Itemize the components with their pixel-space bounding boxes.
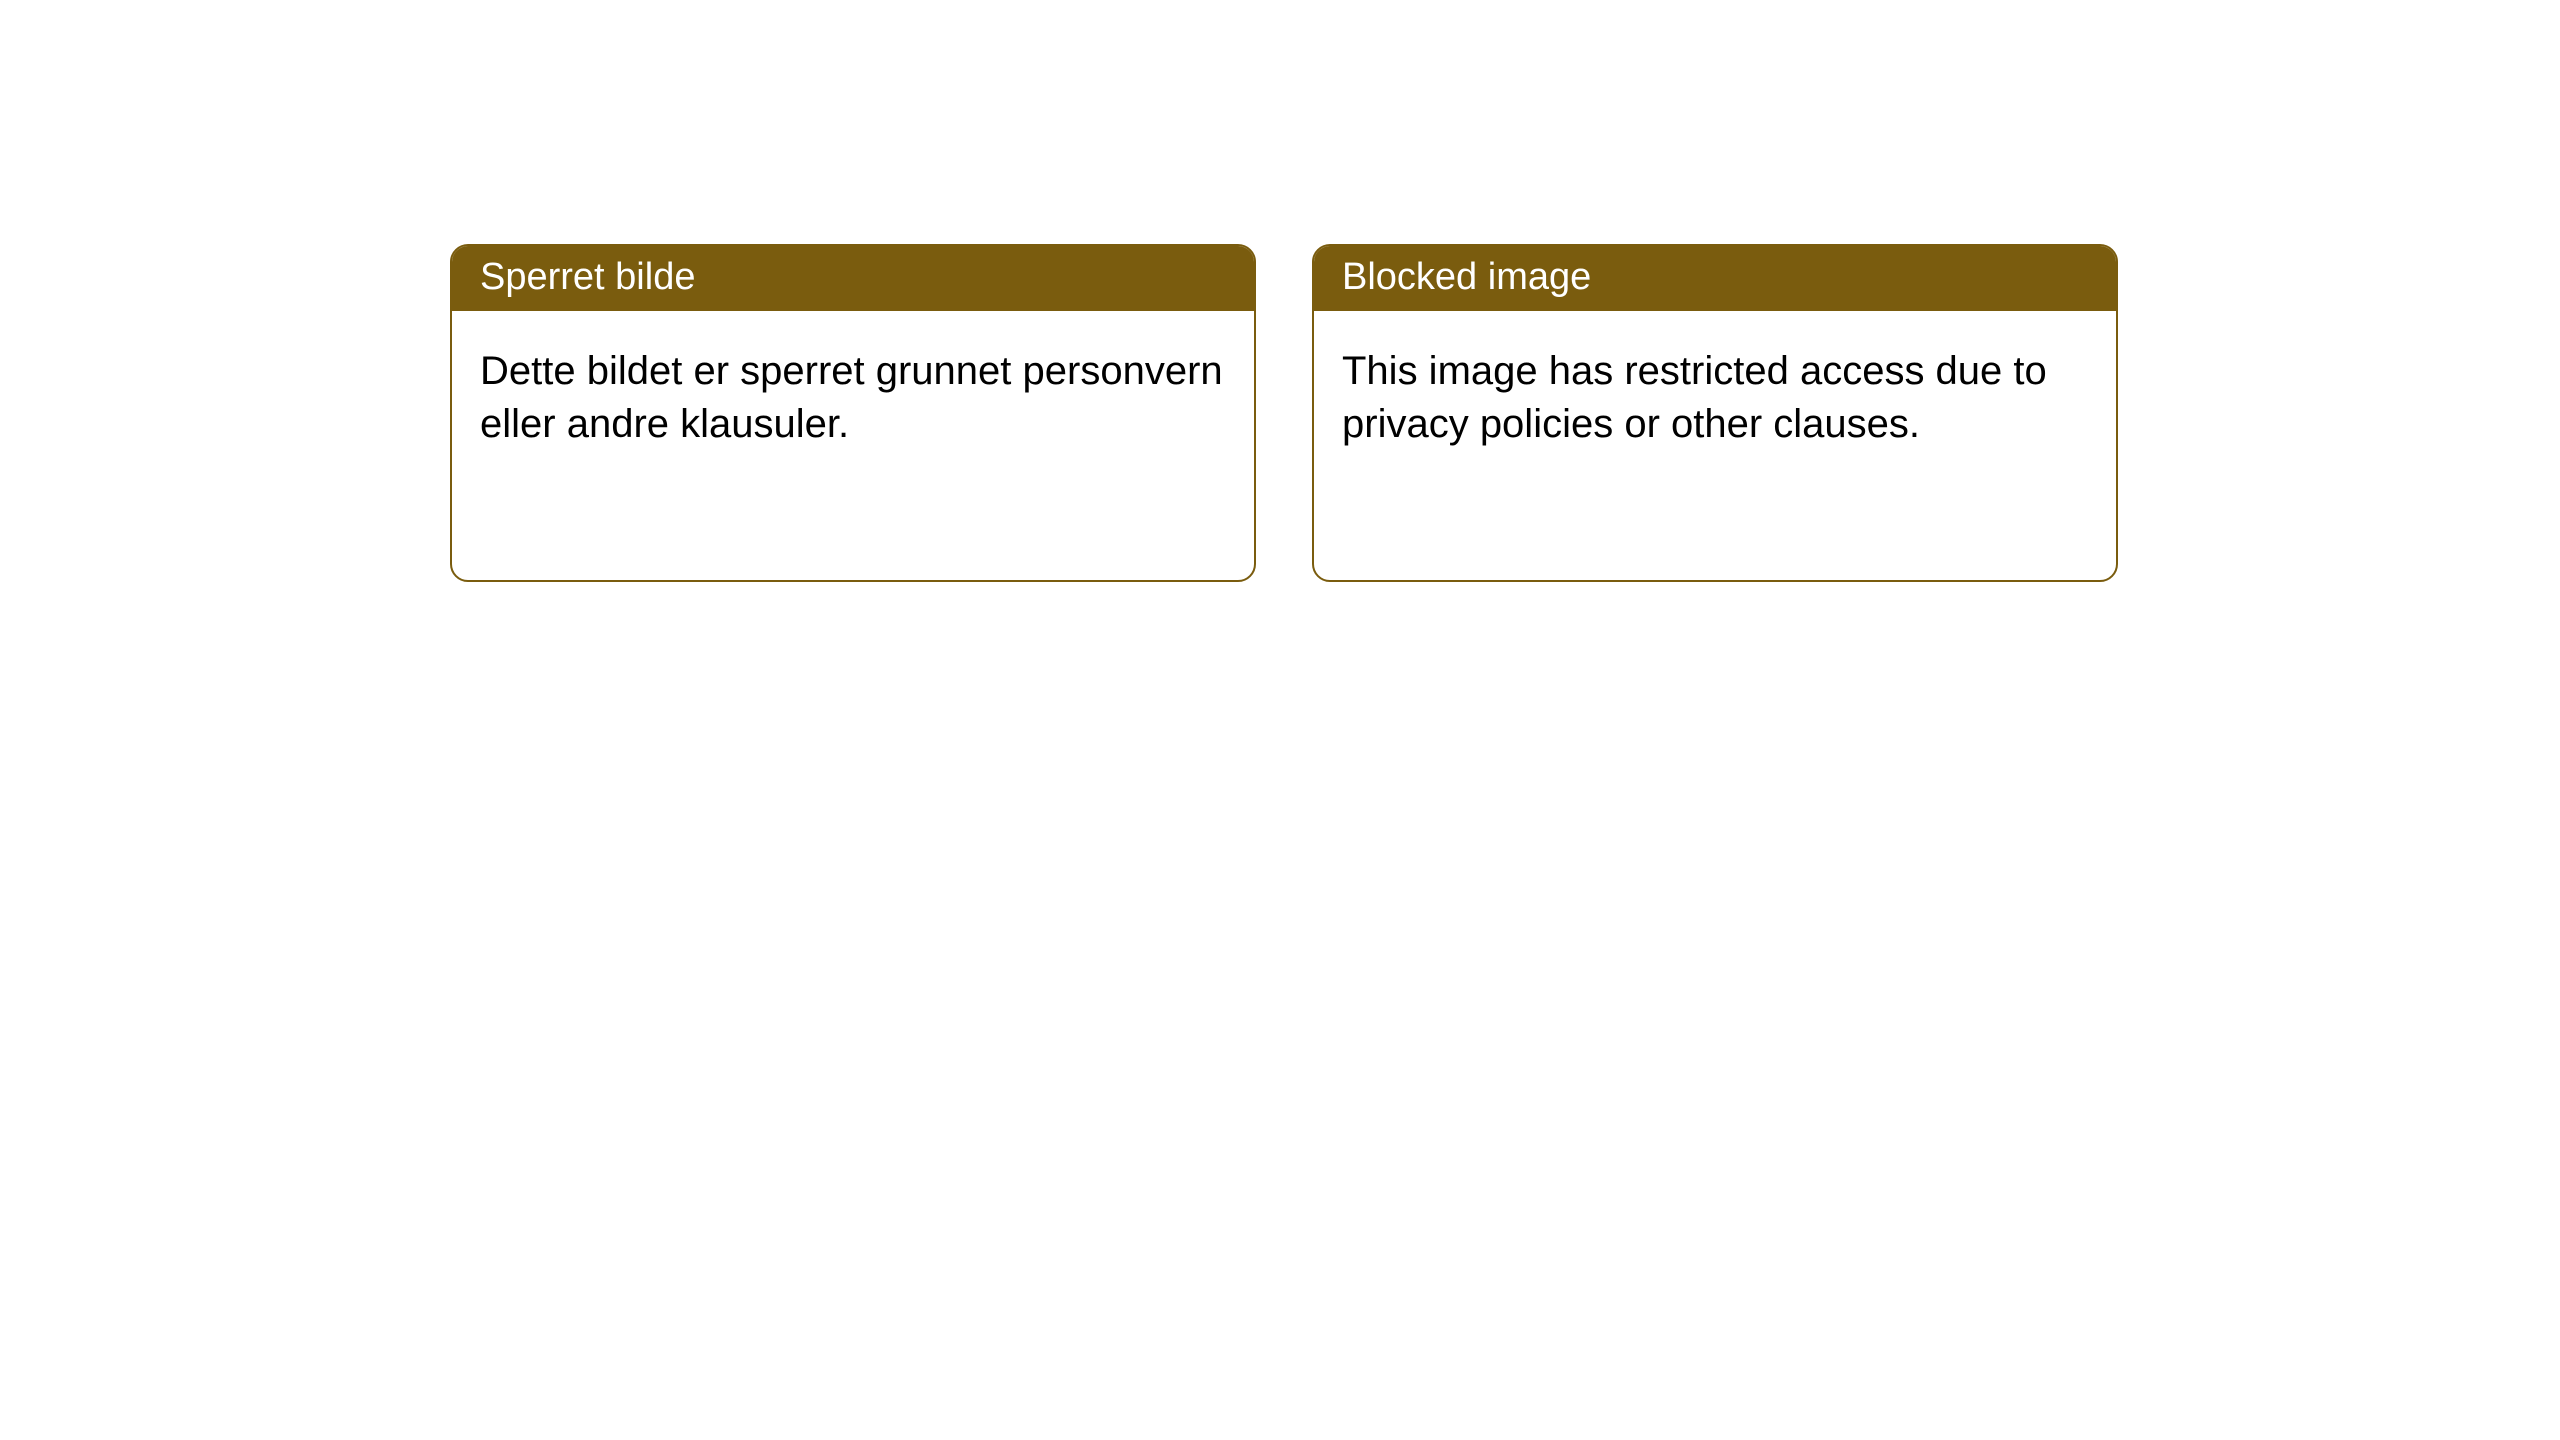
notice-message-english: This image has restricted access due to … [1342, 349, 2047, 446]
notice-card-norwegian: Sperret bilde Dette bildet er sperret gr… [450, 244, 1256, 582]
notice-body-norwegian: Dette bildet er sperret grunnet personve… [452, 311, 1254, 485]
notice-message-norwegian: Dette bildet er sperret grunnet personve… [480, 349, 1223, 446]
notice-container: Sperret bilde Dette bildet er sperret gr… [0, 0, 2560, 582]
notice-header-norwegian: Sperret bilde [452, 246, 1254, 311]
notice-header-english: Blocked image [1314, 246, 2116, 311]
notice-body-english: This image has restricted access due to … [1314, 311, 2116, 485]
notice-card-english: Blocked image This image has restricted … [1312, 244, 2118, 582]
notice-title-english: Blocked image [1342, 256, 1591, 298]
notice-title-norwegian: Sperret bilde [480, 256, 695, 298]
